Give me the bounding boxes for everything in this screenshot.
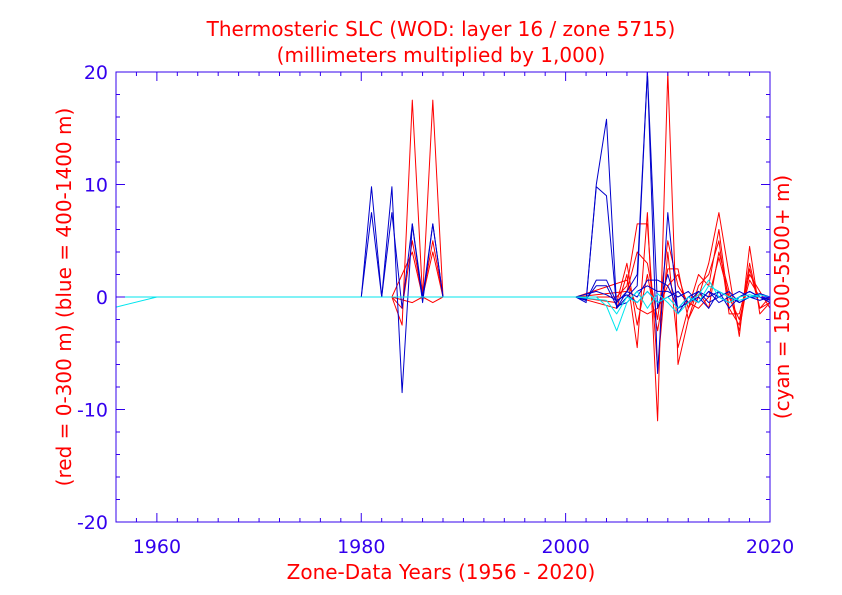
series-line-red-3 xyxy=(116,240,771,332)
y-axis-label-right: (cyan = 1500-5500+ m) xyxy=(770,175,794,419)
x-axis-label: Zone-Data Years (1956 - 2020) xyxy=(287,560,596,584)
y-tick-label: -10 xyxy=(77,400,108,422)
x-tick-label: 1980 xyxy=(337,536,385,558)
series-line-blue-2 xyxy=(116,71,771,309)
y-tick-label: 20 xyxy=(84,62,108,84)
series-line-blue-1 xyxy=(116,71,771,394)
chart-title: Thermosteric SLC (WOD: layer 16 / zone 5… xyxy=(206,17,676,41)
x-tick-label: 2020 xyxy=(746,536,794,558)
x-tick-label: 1960 xyxy=(133,536,181,558)
series-line-blue-5 xyxy=(116,290,771,309)
y-tick-label: 10 xyxy=(84,175,108,197)
series-layer xyxy=(115,71,771,422)
series-line-red-1 xyxy=(116,71,771,422)
chart-subtitle: (millimeters multiplied by 1,000) xyxy=(277,43,606,67)
y-tick-label: -20 xyxy=(77,512,108,534)
y-tick-label: 0 xyxy=(96,287,108,309)
series-line-cyan-2 xyxy=(116,285,771,315)
x-tick-label: 2000 xyxy=(541,536,589,558)
y-axis-label-left: (red = 0-300 m) (blue = 400-1400 m) xyxy=(52,108,76,487)
